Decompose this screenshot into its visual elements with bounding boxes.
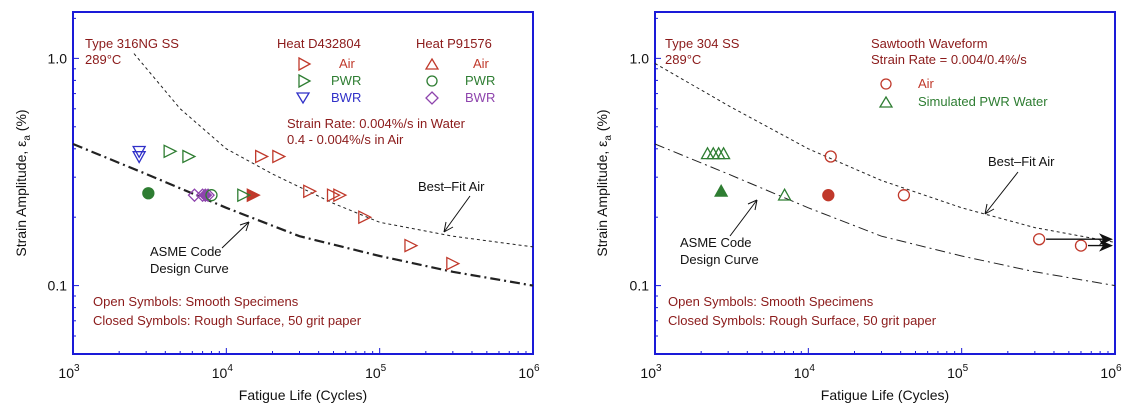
legend-bwr-diamond-icon: [425, 91, 439, 105]
data-point-air: [255, 149, 270, 164]
legend-bwr-label-heat2: BWR: [465, 90, 495, 105]
best-fit-label: Best–Fit Air: [418, 179, 485, 194]
data-point-air: [446, 256, 461, 271]
y-axis-label: Strain Amplitude, εa (%): [594, 109, 614, 256]
data-point-simulated-pwr-water: [716, 146, 731, 160]
plot-frame: [654, 11, 1116, 355]
data-point-air: [333, 188, 348, 203]
curve-layer: [654, 62, 1116, 287]
asme-label-line2: Design Curve: [150, 261, 229, 276]
legend-bwr-tri-down-icon: [295, 92, 311, 105]
best-fit-arrow: [984, 171, 1019, 215]
legend-pwr-label: Simulated PWR Water: [918, 94, 1048, 109]
heat2-title: Heat P91576: [416, 36, 492, 51]
asme-arrow: [729, 199, 758, 237]
asme-label-line1: ASME Code: [150, 244, 222, 259]
best-fit-arrowhead-icon: [984, 203, 995, 215]
data-point-air: [1074, 239, 1088, 252]
x-tick-label: 105: [947, 363, 969, 381]
plot-frame: [72, 11, 534, 355]
x-tick-label: 103: [58, 363, 80, 381]
left-chart: 103 104 105 106 0.1 1.0 Strain Amplitude, εa …: [13, 11, 540, 403]
legend-air-label: Air: [339, 56, 356, 71]
data-point-air: [1032, 233, 1046, 246]
data-point-simulated-pwr-water-rough: [714, 183, 729, 197]
data-point-air: [404, 238, 419, 253]
footer-line2: Closed Symbols: Rough Surface, 50 grit p…: [93, 313, 362, 328]
heat1-title: Heat D432804: [277, 36, 361, 51]
data-point-pwr: [163, 144, 178, 159]
best-fit-air-curve: [654, 62, 1116, 243]
x-tick-label: 104: [212, 363, 234, 381]
runout-arrowhead-icon: [1099, 239, 1113, 252]
best-fit-label: Best–Fit Air: [988, 154, 1055, 169]
legend-pwr-tri-up-icon: [878, 95, 894, 108]
data-point-pwr: [237, 188, 252, 203]
data-point-air-rough: [246, 188, 261, 203]
y-tick-label: 1.0: [48, 50, 68, 66]
x-tick-label: 104: [794, 363, 816, 381]
best-fit-arrow: [443, 195, 471, 233]
footer-line2: Closed Symbols: Rough Surface, 50 grit p…: [668, 313, 937, 328]
temperature-label: 289°C: [665, 52, 701, 67]
legend-air-circle-icon: [880, 78, 892, 90]
asme-arrowhead-icon: [239, 221, 250, 232]
legend-air-tri-right-icon: [298, 56, 312, 72]
strain-rate-line2: 0.4 - 0.004%/s in Air: [287, 132, 404, 147]
asme-arrow: [221, 221, 250, 249]
footer-line1: Open Symbols: Smooth Specimens: [668, 294, 874, 309]
x-tick-label: 103: [640, 363, 662, 381]
y-tick-label: 0.1: [630, 278, 650, 294]
legend-pwr-label-heat2: PWR: [465, 73, 495, 88]
data-point-air: [272, 149, 287, 164]
asme-arrowhead-icon: [747, 199, 758, 211]
x-tick-label: 106: [1100, 363, 1122, 381]
waveform-line1: Sawtooth Waveform: [871, 36, 988, 51]
y-tick-label: 0.1: [48, 278, 68, 294]
legend-air-tri-up-icon: [424, 57, 440, 70]
material-label: Type 316NG SS: [85, 36, 179, 51]
curve-layer: [72, 53, 534, 287]
best-fit-arrowhead-icon: [443, 221, 454, 233]
legend-air-label: Air: [918, 76, 935, 91]
material-label: Type 304 SS: [665, 36, 740, 51]
asme-design-curve: [654, 143, 1116, 287]
legend-air-label-heat2: Air: [473, 56, 490, 71]
data-point-air: [358, 210, 373, 225]
footer-line1: Open Symbols: Smooth Specimens: [93, 294, 299, 309]
legend-pwr-label: PWR: [331, 73, 361, 88]
temperature-label: 289°C: [85, 52, 121, 67]
asme-design-curve: [72, 142, 534, 287]
x-tick-label: 105: [365, 363, 387, 381]
asme-label-line2: Design Curve: [680, 252, 759, 267]
data-point-air-rough: [822, 189, 835, 202]
legend-bwr-label: BWR: [331, 90, 361, 105]
strain-rate-line1: Strain Rate: 0.004%/s in Water: [287, 116, 466, 131]
data-point-air: [824, 150, 837, 163]
data-point-air: [897, 189, 911, 202]
data-point-pwr-rough: [142, 187, 155, 200]
data-point-pwr: [205, 189, 218, 202]
data-point-simulated-pwr-water: [777, 187, 792, 201]
x-tick-label: 106: [518, 363, 540, 381]
right-chart: 103 104 105 106 0.1 1.0 Strain Amplitude, εa …: [594, 11, 1122, 403]
y-axis-label: Strain Amplitude, εa (%): [13, 109, 33, 256]
legend-pwr-circle-icon: [426, 75, 438, 87]
data-point-bwr: [132, 151, 147, 164]
data-point-pwr: [182, 149, 197, 164]
legend-pwr-tri-right-icon: [298, 73, 312, 89]
y-tick-label: 1.0: [630, 50, 650, 66]
asme-label-line1: ASME Code: [680, 235, 752, 250]
x-axis-label: Fatigue Life (Cycles): [239, 387, 367, 403]
waveform-line2: Strain Rate = 0.004/0.4%/s: [871, 52, 1027, 67]
x-axis-label: Fatigue Life (Cycles): [821, 387, 949, 403]
marker-layer: [132, 144, 461, 271]
data-point-air: [303, 184, 318, 199]
marker-layer: [700, 146, 1113, 252]
